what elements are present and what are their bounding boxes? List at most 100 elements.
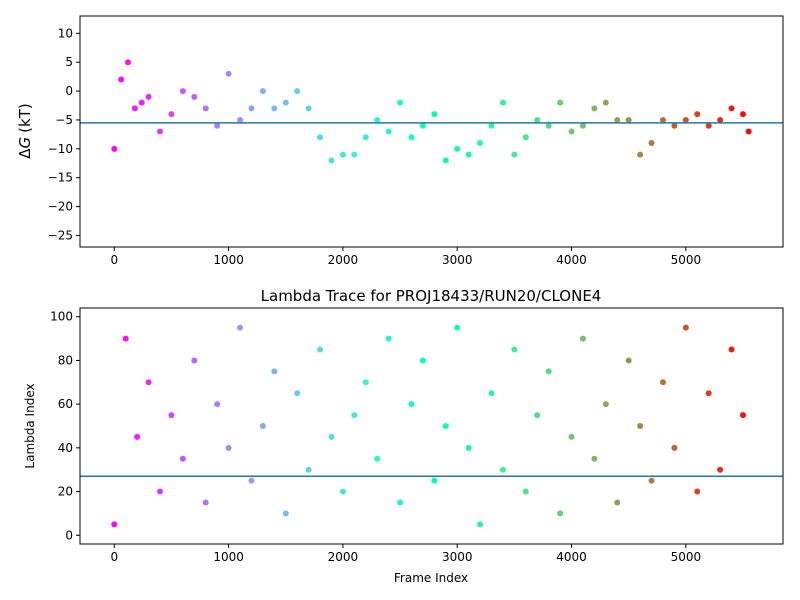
lambda-data-point [419, 357, 426, 364]
lambda-data-point [168, 412, 175, 419]
lambda-data-point [214, 401, 221, 408]
lambda-data-point [294, 390, 301, 397]
lambda-data-point [328, 433, 335, 440]
delta-g-x-tick-label: 3000 [442, 253, 473, 267]
delta-g-data-point [671, 122, 678, 129]
delta-g-data-point [511, 151, 518, 158]
lambda-data-point [557, 510, 564, 517]
delta-g-y-tick-label: −25 [48, 228, 73, 242]
delta-g-data-point [637, 151, 644, 158]
delta-g-data-point [602, 99, 609, 106]
delta-g-y-tick-label: −20 [48, 200, 73, 214]
delta-g-data-point [454, 145, 461, 152]
delta-g-data-point [659, 116, 666, 123]
lambda-y-tick-label: 40 [58, 441, 73, 455]
delta-g-data-point [568, 128, 575, 135]
delta-g-data-point [179, 88, 186, 95]
delta-g-data-point [477, 140, 484, 147]
delta-g-data-point [351, 151, 358, 158]
delta-g-data-point [168, 111, 175, 118]
lambda-y-tick-label: 100 [50, 310, 73, 324]
delta-g-data-point [237, 116, 244, 123]
lambda-x-tick-label: 1000 [213, 550, 244, 564]
delta-g-data-point [138, 99, 145, 106]
delta-g-data-point [705, 122, 712, 129]
lambda-data-point [648, 477, 655, 484]
lambda-data-point [568, 433, 575, 440]
lambda-data-point [488, 390, 495, 397]
lambda-data-point [431, 477, 438, 484]
delta-g-data-point [431, 111, 438, 118]
delta-g-data-point [157, 128, 164, 135]
lambda-data-point [271, 368, 278, 375]
lambda-x-tick-label: 0 [110, 550, 118, 564]
delta-g-data-point [419, 122, 426, 129]
delta-g-data-point [682, 116, 689, 123]
lambda-data-point [614, 499, 621, 506]
delta-g-data-point [339, 151, 346, 158]
delta-g-data-point [111, 145, 118, 152]
delta-g-data-point [191, 93, 198, 100]
delta-g-data-point [118, 76, 125, 83]
lambda-plot-area [80, 308, 783, 544]
delta-g-x-ticks: 0 1000 2000 3000 4000 5000 [110, 247, 701, 267]
delta-g-data-point [259, 88, 266, 95]
delta-g-data-point [442, 157, 449, 164]
delta-g-data-point [248, 105, 255, 112]
lambda-frame [79, 307, 784, 545]
delta-g-frame [79, 15, 784, 248]
lambda-title: Lambda Trace for PROJ18433/RUN20/CLONE4 [261, 287, 602, 305]
lambda-data-point [351, 412, 358, 419]
lambda-data-point [454, 324, 461, 331]
lambda-data-point [625, 357, 632, 364]
lambda-x-tick-label: 3000 [442, 550, 473, 564]
delta-g-panel: 0 1000 2000 3000 4000 5000 10 5 0 −5 −10 −15 −20 −25… [16, 15, 784, 267]
delta-g-data-point [271, 105, 278, 112]
delta-g-data-point [317, 134, 324, 141]
lambda-data-point [202, 499, 209, 506]
lambda-data-point [579, 335, 586, 342]
lambda-data-point [157, 488, 164, 495]
lambda-ylabel: Lambda Index [23, 383, 37, 468]
lambda-data-point [237, 324, 244, 331]
delta-g-data-point [717, 116, 724, 123]
delta-g-data-point [202, 105, 209, 112]
delta-g-data-point [328, 157, 335, 164]
delta-g-data-point [499, 99, 506, 106]
lambda-data-point [511, 346, 518, 353]
lambda-data-point [282, 510, 289, 517]
lambda-x-tick-label: 5000 [671, 550, 702, 564]
lambda-data-point [465, 444, 472, 451]
lambda-data-point [671, 444, 678, 451]
lambda-data-point [317, 346, 324, 353]
delta-g-data-point [225, 70, 232, 77]
lambda-data-point [477, 521, 484, 528]
lambda-data-point [111, 521, 118, 528]
lambda-data-point [374, 455, 381, 462]
delta-g-data-point [125, 59, 132, 66]
delta-g-data-point [728, 105, 735, 112]
lambda-data-point [591, 455, 598, 462]
delta-g-data-point [591, 105, 598, 112]
delta-g-data-point [145, 93, 152, 100]
delta-g-y-tick-label: 0 [65, 84, 73, 98]
delta-g-points [111, 59, 752, 164]
lambda-panel: Lambda Trace for PROJ18433/RUN20/CLONE4 … [23, 287, 784, 585]
delta-g-data-point [214, 122, 221, 129]
lambda-points [111, 324, 746, 528]
lambda-data-point [134, 433, 141, 440]
lambda-data-point [739, 412, 746, 419]
delta-g-data-point [557, 99, 564, 106]
delta-g-ylabel: ΔG (kT) [16, 103, 34, 158]
lambda-data-point [385, 335, 392, 342]
delta-g-data-point [374, 116, 381, 123]
delta-g-data-point [614, 116, 621, 123]
lambda-data-point [362, 379, 369, 386]
lambda-data-point [682, 324, 689, 331]
lambda-data-point [191, 357, 198, 364]
lambda-data-point [397, 499, 404, 506]
lambda-y-tick-label: 60 [58, 397, 73, 411]
delta-g-x-tick-label: 5000 [671, 253, 702, 267]
delta-g-y-tick-label: −5 [55, 113, 73, 127]
delta-g-data-point [745, 128, 752, 135]
